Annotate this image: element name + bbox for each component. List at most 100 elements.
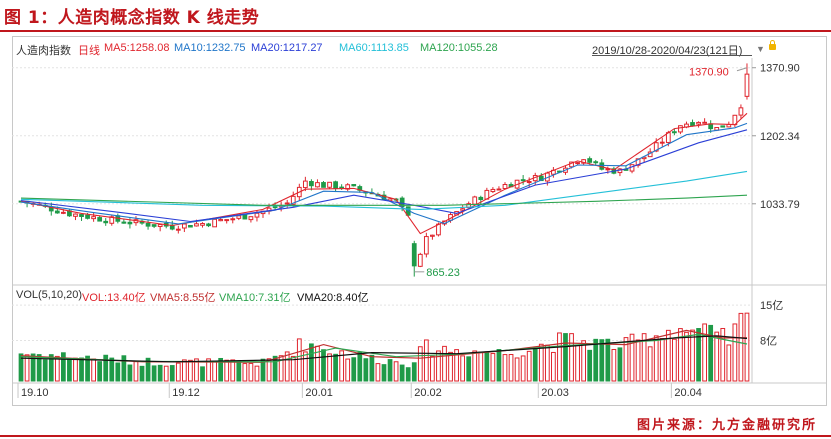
volume-bar (460, 355, 466, 382)
dropdown-caret-icon[interactable]: ▼ (756, 44, 765, 54)
vol-legend: VOL:13.40亿 (82, 292, 146, 304)
volume-bar (345, 358, 351, 382)
volume-bar (73, 357, 78, 382)
candle-body (423, 236, 429, 255)
volume-bar (442, 345, 447, 382)
x-tick-label: 20.02 (414, 387, 442, 399)
candle-body (708, 123, 714, 130)
candle-body (635, 158, 641, 166)
candle-body (411, 243, 417, 267)
vma5-legend: VMA5:8.55亿 (150, 292, 216, 304)
volume-bar (690, 329, 695, 382)
period-label[interactable]: 日线 (78, 45, 100, 57)
candle-body (333, 181, 338, 189)
lock-icon[interactable] (769, 40, 776, 50)
volume-bar (387, 359, 393, 382)
volume-bar (151, 365, 157, 382)
volume-bar (369, 354, 375, 382)
volume-bar (532, 347, 538, 382)
candle-body (490, 188, 496, 193)
candle-body (587, 158, 593, 163)
candle-body (54, 210, 60, 214)
ma-line-ma5 (20, 112, 748, 235)
candle-body (502, 184, 508, 190)
price-tick-label: 1202.34 (760, 131, 800, 143)
candle-body (720, 125, 726, 128)
volume-bar (430, 355, 435, 382)
candle-body (151, 224, 157, 227)
volume-bar (678, 328, 683, 382)
volume-bar (175, 362, 181, 382)
bottom-rule (0, 435, 831, 437)
volume-bar (206, 358, 211, 382)
volume-bar (236, 361, 242, 382)
volume-bar (581, 340, 587, 382)
volume-bar (30, 353, 36, 382)
volume-bar (321, 349, 326, 382)
candle-body (327, 181, 332, 188)
date-range[interactable]: 2019/10/28-2020/04/23(121日) (592, 45, 743, 57)
candle-body (157, 224, 163, 227)
volume-bar (133, 361, 139, 382)
volume-bar (230, 359, 236, 382)
volume-bar (54, 355, 60, 382)
candle-body (230, 218, 236, 221)
volume-bar (411, 362, 417, 382)
volume-bar (611, 348, 617, 382)
volume-bar (472, 350, 478, 382)
volume-bar (538, 343, 544, 382)
candle-body (79, 214, 84, 217)
volume-bar (48, 354, 54, 382)
candle-body (696, 121, 701, 125)
volume-bar (278, 355, 284, 382)
candle-body (520, 179, 526, 182)
volume-bar (163, 365, 169, 382)
volume-bar (448, 351, 453, 382)
volume-bar (79, 357, 84, 382)
volume-bar (357, 352, 363, 382)
volume-bar (309, 343, 314, 382)
ma-line-ma10 (20, 122, 748, 225)
x-tick-label: 20.04 (674, 387, 702, 399)
max-value-label: 1370.90 (689, 67, 729, 79)
volume-bar (272, 355, 278, 382)
volume-bar (375, 363, 381, 382)
volume-bar (557, 332, 562, 382)
volume-bar (587, 349, 593, 382)
candle-body (121, 221, 127, 224)
volume-label: VOL(5,10,20) (16, 289, 83, 301)
volume-bar (708, 324, 714, 382)
candle-body (672, 131, 677, 134)
candle-body (593, 161, 599, 164)
volume-bar (145, 357, 151, 382)
volume-bar (393, 361, 399, 382)
candle-body (417, 253, 423, 267)
candle-body (60, 211, 66, 214)
candle-body (194, 223, 199, 227)
volume-bar (242, 363, 248, 382)
candle-body (472, 196, 478, 205)
candle-body (399, 197, 405, 208)
index-name: 人造肉指数 (16, 45, 71, 57)
volume-bar (103, 354, 109, 382)
volume-bar (417, 346, 423, 382)
volume-bar (454, 349, 459, 382)
volume-bar (200, 366, 205, 382)
candle-body (103, 220, 109, 224)
candle-body (526, 180, 532, 183)
volume-bar (85, 355, 90, 382)
candle-body (212, 218, 217, 228)
ma-line-ma120 (20, 194, 748, 206)
candle-body (339, 186, 345, 189)
candle-body (236, 215, 242, 219)
candle-body (224, 219, 230, 222)
volume-bar (738, 312, 744, 382)
candle-body (678, 125, 683, 133)
candle-body (575, 162, 580, 165)
volume-bar (484, 352, 490, 382)
candle-body (127, 221, 133, 225)
volume-bar (290, 355, 296, 382)
volume-bar (36, 354, 42, 382)
ma120-legend: MA120:1055.28 (420, 42, 498, 54)
